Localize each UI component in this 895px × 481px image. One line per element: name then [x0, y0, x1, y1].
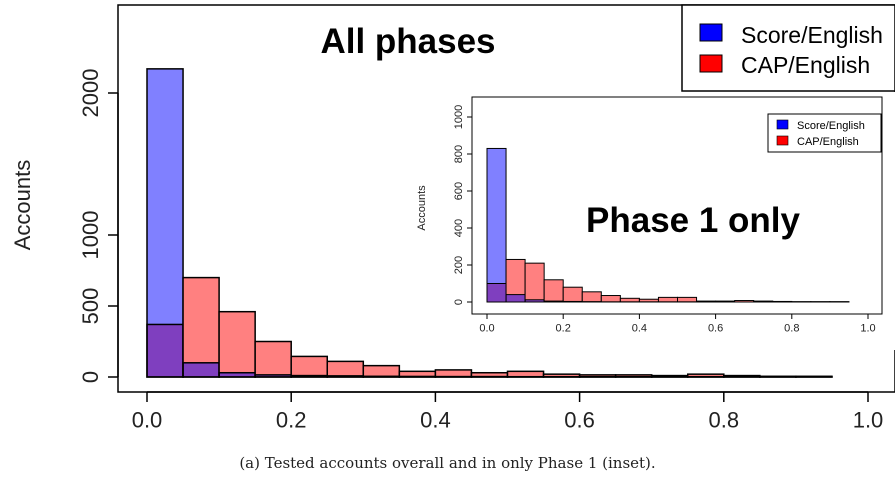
- inset-legend-swatch-cap: [776, 135, 789, 146]
- main-bar-cap-4: [291, 356, 328, 376]
- inset-y-tick-label-3: 600: [453, 182, 465, 200]
- inset-bar-cap-7: [620, 298, 640, 302]
- inset-legend-label-score: Score/English: [797, 120, 865, 132]
- inset-bar-outline-cap-14: [753, 300, 774, 303]
- inset-x-tick-label-1: 0.2: [556, 323, 571, 335]
- inset-y-tick-label-2: 400: [453, 219, 465, 237]
- main-bar-cap-3: [255, 341, 292, 375]
- main-y-axis-label: Accounts: [10, 160, 35, 251]
- main-bar-outline-cap-17: [759, 375, 797, 378]
- inset-bar-cap-5: [582, 291, 602, 302]
- inset-chart-title: Phase 1 only: [586, 201, 801, 240]
- inset-bar-outline-cap-15: [772, 300, 793, 303]
- main-bar-overlap-1: [183, 362, 220, 377]
- main-bar-cap-8: [435, 369, 472, 377]
- inset-bar-outline-cap-12: [715, 300, 736, 303]
- main-bar-score-0: [147, 68, 184, 325]
- main-bars: [146, 68, 833, 378]
- inset-bar-outline-cap-11: [696, 300, 717, 303]
- inset-bar-cap-1: [506, 259, 526, 295]
- main-bar-cap-13: [615, 374, 652, 377]
- main-bar-cap-7: [399, 371, 436, 377]
- inset-legend: Score/English CAP/English: [767, 113, 882, 153]
- inset-bar-overlap-2: [525, 299, 545, 302]
- inset-axes: 0.0 0.2 0.4 0.6 0.8 1.0 0 200 400 600 800 1000: [453, 105, 876, 335]
- main-bar-cap-15: [687, 374, 724, 377]
- inset-x-tick-label-0: 0.0: [479, 323, 494, 335]
- inset-bar-cap-10: [677, 297, 697, 302]
- inset-chart: 0.0 0.2 0.4 0.6 0.8 1.0 0 200 400 600 800 1000 Acco…: [400, 92, 895, 350]
- inset-x-tick-label-4: 0.8: [784, 323, 799, 335]
- inset-bar-cap-3: [544, 279, 564, 302]
- inset-x-tick-label-2: 0.4: [632, 323, 647, 335]
- main-bar-cap-11: [543, 374, 580, 377]
- main-bar-overlap-0: [147, 324, 184, 377]
- main-bar-cap-1: [183, 277, 220, 363]
- main-bar-cap-10: [507, 371, 544, 377]
- main-legend-label-score: Score/English: [741, 22, 883, 48]
- inset-bar-cap-4: [563, 287, 583, 302]
- inset-bar-cap-8: [639, 299, 659, 302]
- main-bar-outline-cap-18: [795, 375, 833, 378]
- inset-y-axis-label: Accounts: [416, 185, 428, 231]
- inset-bar-overlap-0: [487, 283, 507, 302]
- inset-x-tick-label-3: 0.6: [708, 323, 723, 335]
- main-x-tick-label-0: 0.0: [132, 407, 163, 432]
- inset-bar-cap-2: [525, 263, 545, 300]
- main-legend-label-cap: CAP/English: [741, 52, 870, 78]
- main-y-tick-label-2: 1000: [78, 211, 103, 260]
- main-bar-cap-12: [579, 374, 616, 377]
- main-bar-overlap-3: [255, 374, 292, 377]
- main-x-tick-label-4: 0.8: [709, 407, 740, 432]
- inset-y-tick-label-1: 200: [453, 256, 465, 274]
- inset-legend-swatch-score: [776, 119, 789, 130]
- inset-y-tick-label-4: 800: [453, 145, 465, 163]
- inset-bar-score-0: [487, 148, 507, 284]
- main-legend-swatch-score: [699, 23, 723, 42]
- inset-legend-label-cap: CAP/English: [797, 136, 859, 148]
- inset-y-tick-label-5: 1000: [453, 105, 465, 129]
- main-x-tick-label-1: 0.2: [276, 407, 307, 432]
- inset-y-tick-label-0: 0: [453, 299, 465, 305]
- inset-bars: [486, 147, 850, 303]
- main-x-tick-label-3: 0.6: [564, 407, 595, 432]
- main-x-tick-label-2: 0.4: [420, 407, 451, 432]
- main-y-tick-label-3: 2000: [78, 69, 103, 118]
- main-legend-box: [681, 4, 895, 92]
- main-bar-cap-5: [327, 361, 364, 376]
- main-legend: Score/English CAP/English: [681, 4, 895, 92]
- main-x-tick-label-5: 1.0: [853, 407, 884, 432]
- inset-bar-cap-9: [658, 297, 678, 302]
- main-y-tick-label-0: 0: [78, 371, 103, 383]
- main-bar-cap-9: [471, 372, 508, 377]
- inset-bar-cap-6: [601, 295, 621, 302]
- main-y-tick-label-1: 500: [78, 288, 103, 325]
- inset-bar-cap-13: [734, 300, 754, 302]
- main-bar-cap-2: [219, 311, 256, 373]
- main-chart-title: All phases: [320, 22, 495, 61]
- main-legend-swatch-cap: [699, 54, 723, 73]
- main-bar-overlap-2: [219, 372, 256, 377]
- main-bar-cap-6: [363, 365, 400, 377]
- inset-bar-outline-cap-10: [677, 296, 698, 303]
- main-bar-outline-cap-16: [723, 374, 761, 378]
- figure-caption: (a) Tested accounts overall and in only …: [239, 454, 656, 472]
- main-bar-outline-cap-14: [650, 374, 689, 378]
- inset-bar-overlap-1: [506, 294, 526, 302]
- inset-x-tick-label-5: 1.0: [860, 323, 875, 335]
